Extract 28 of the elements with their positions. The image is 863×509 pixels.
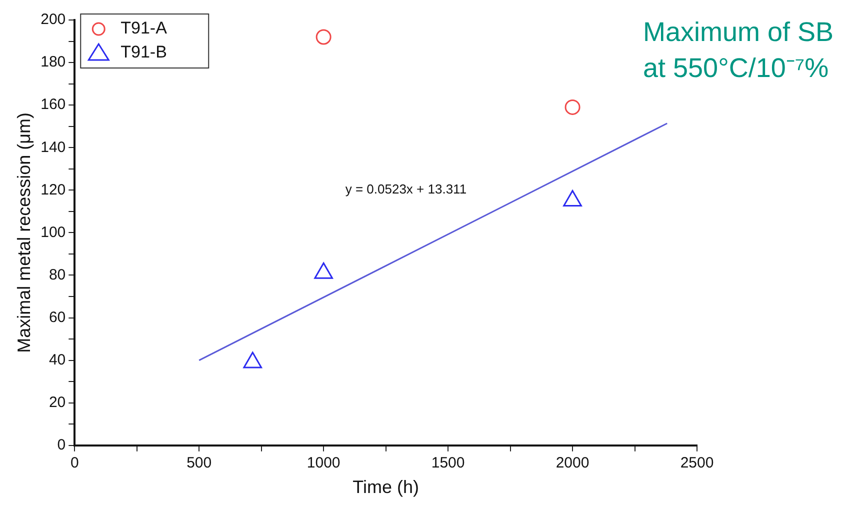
point	[563, 190, 582, 207]
annotation: y = 0.0523x + 13.311	[345, 182, 467, 197]
y-tick-label: 120	[40, 181, 66, 198]
y-tick-label: 0	[57, 436, 66, 454]
legend-label: T91-A	[120, 18, 168, 38]
y-tick-label: 160	[40, 96, 66, 114]
point	[564, 99, 580, 115]
point	[243, 352, 262, 368]
x-tick-label: 1000	[306, 454, 340, 472]
y-tick-label: 40	[48, 351, 66, 368]
y-tick-label: 80	[48, 266, 66, 284]
point	[316, 29, 332, 45]
y-tick-label: 140	[40, 138, 66, 156]
x-tick-label: 2000	[556, 454, 590, 472]
text: Maximum of SB at 550°C/10⁻⁷%	[643, 16, 835, 85]
legend-label: T91-B	[120, 42, 167, 62]
x-tick-label: 2500	[680, 454, 714, 472]
x-tick-label: 0	[70, 454, 79, 472]
x-tick-label: 500	[186, 454, 212, 472]
y-tick-label: 100	[40, 224, 66, 241]
y-tick-label: 20	[48, 394, 66, 411]
y-tick-label: 200	[40, 11, 66, 28]
y-axis-title: Maximal metal recession (μm)	[14, 112, 34, 353]
x-axis-title: Time (h)	[352, 477, 419, 498]
y-tick-label: 60	[48, 308, 66, 326]
y-tick-label: 180	[40, 54, 66, 71]
x-tick-label: 1500	[431, 454, 465, 472]
point	[314, 262, 333, 279]
